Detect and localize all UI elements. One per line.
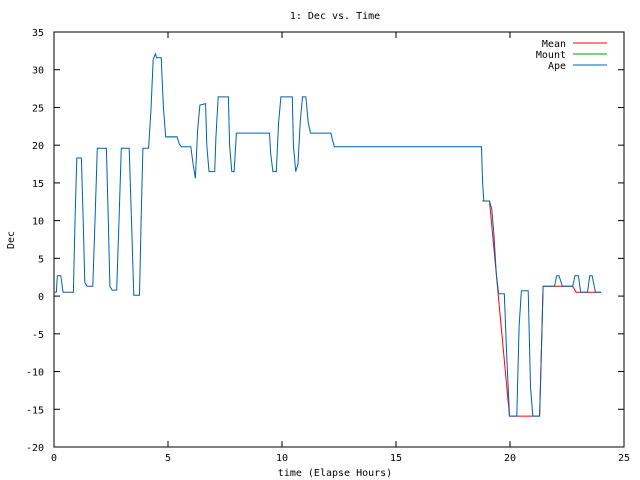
series-layer — [54, 52, 602, 417]
x-axis: 0 5 10 15 20 25 — [51, 32, 630, 464]
y-axis-label: Dec — [6, 231, 17, 249]
y-tick-label: -5 — [32, 330, 44, 341]
x-tick-label: 5 — [165, 453, 171, 464]
y-tick-label: -15 — [26, 405, 44, 416]
y-tick-label: 5 — [38, 254, 44, 265]
y-tick-label: -10 — [26, 368, 44, 379]
x-axis-label: time (Elapse Hours) — [278, 468, 392, 479]
legend-label-ape: Ape — [548, 61, 566, 72]
y-tick-label: 10 — [32, 217, 44, 228]
x-tick-label: 0 — [51, 453, 57, 464]
x-tick-label: 25 — [618, 453, 630, 464]
y-tick-label: 35 — [32, 28, 44, 39]
series-line-mean — [482, 200, 602, 417]
chart-title: 1: Dec vs. Time — [290, 11, 380, 22]
y-tick-label: 20 — [32, 141, 44, 152]
y-tick-label: 0 — [38, 292, 44, 303]
y-tick-label: 30 — [32, 66, 44, 77]
y-tick-label: -20 — [26, 443, 44, 454]
legend-label-mount: Mount — [536, 50, 566, 61]
x-tick-label: 10 — [276, 453, 288, 464]
x-tick-label: 15 — [390, 453, 402, 464]
y-tick-label: 25 — [32, 103, 44, 114]
x-tick-label: 20 — [504, 453, 516, 464]
plot-area-border — [53, 31, 625, 448]
y-tick-label: 15 — [32, 179, 44, 190]
y-axis: -20 -15 -10 -5 0 5 10 15 20 25 30 35 — [26, 28, 624, 454]
series-line-ape — [54, 52, 602, 417]
legend-label-mean: Mean — [542, 39, 566, 50]
